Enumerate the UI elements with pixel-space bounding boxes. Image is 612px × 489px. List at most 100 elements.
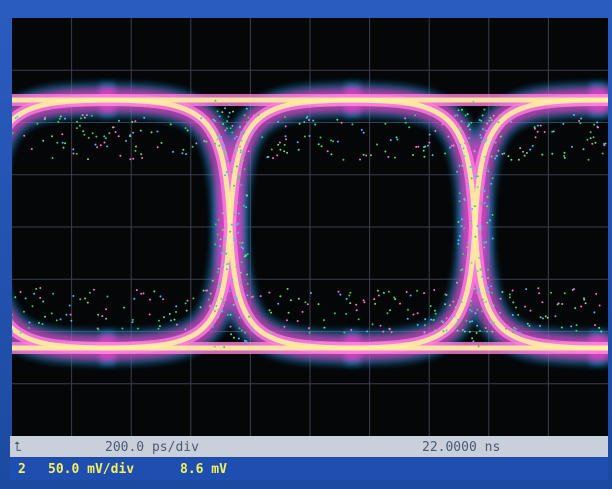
noise-dot (225, 252, 228, 255)
noise-dot (277, 143, 280, 146)
noise-dot (245, 206, 248, 209)
noise-dot (212, 308, 215, 311)
noise-dot (412, 154, 414, 156)
noise-dot (285, 319, 288, 322)
noise-dot (235, 135, 238, 138)
noise-dot (317, 303, 320, 306)
noise-dot (343, 331, 346, 334)
noise-dot (297, 148, 300, 151)
noise-dot (479, 134, 482, 136)
noise-dot (87, 158, 89, 161)
vertical-scale: 50.0 mV/div (48, 462, 135, 477)
noise-dot (510, 120, 512, 123)
noise-dot (542, 317, 544, 320)
noise-dot (486, 195, 489, 198)
noise-dot (463, 155, 466, 158)
noise-dot (360, 128, 363, 131)
noise-dot (317, 143, 320, 146)
noise-dot (114, 131, 117, 133)
noise-dot (121, 327, 124, 330)
noise-dot (105, 317, 108, 320)
noise-dot (480, 136, 483, 139)
noise-dot (87, 136, 90, 139)
noise-dot (434, 130, 437, 132)
noise-dot (246, 253, 249, 256)
noise-dot (298, 122, 301, 125)
noise-dot (480, 141, 483, 143)
noise-dot (222, 123, 225, 125)
noise-dot (224, 107, 227, 110)
noise-dot (376, 143, 378, 146)
noise-dot (499, 297, 502, 300)
noise-dot (268, 291, 271, 294)
noise-dot (412, 313, 415, 316)
noise-dot (283, 143, 286, 146)
noise-dot (468, 123, 470, 126)
noise-dot (428, 141, 431, 144)
noise-dot (221, 228, 224, 231)
noise-dot (170, 319, 172, 322)
noise-dot (240, 184, 242, 187)
noise-dot (239, 149, 242, 152)
noise-dot (470, 177, 473, 180)
noise-dot (86, 301, 89, 304)
noise-dot (491, 142, 494, 144)
noise-dot (488, 291, 491, 294)
noise-dot (304, 301, 307, 304)
noise-dot (479, 329, 481, 332)
noise-dot (379, 324, 382, 327)
noise-dot (284, 125, 287, 128)
noise-dot (216, 131, 219, 134)
noise-dot (501, 291, 504, 293)
noise-dot (252, 130, 255, 133)
noise-dot (484, 140, 487, 143)
noise-dot (61, 141, 64, 144)
noise-dot (471, 208, 474, 210)
noise-dot (233, 155, 236, 158)
noise-dot (472, 168, 475, 171)
noise-dot (227, 115, 230, 118)
noise-dot (65, 313, 68, 316)
noise-dot (534, 136, 537, 139)
noise-dot (214, 223, 217, 226)
noise-dot (117, 135, 120, 138)
noise-dot (94, 143, 97, 146)
noise-dot (444, 303, 447, 306)
noise-dot (393, 296, 396, 299)
noise-dot (252, 329, 255, 332)
noise-dot (222, 245, 225, 247)
noise-dot (453, 314, 456, 317)
noise-dot (444, 152, 446, 155)
noise-dot (259, 295, 262, 298)
noise-dot (529, 309, 532, 312)
noise-dot (536, 130, 539, 133)
noise-dot (283, 325, 286, 328)
noise-dot (85, 114, 88, 117)
noise-dot (238, 172, 241, 175)
noise-dot (508, 296, 511, 299)
noise-dot (541, 301, 544, 304)
noise-dot (604, 142, 607, 145)
noise-dot (286, 151, 289, 154)
noise-dot (242, 204, 245, 207)
noise-dot (460, 225, 463, 227)
noise-dot (323, 326, 326, 329)
noise-dot (461, 268, 464, 271)
noise-dot (459, 269, 462, 272)
noise-dot (546, 316, 549, 319)
noise-dot (484, 342, 487, 345)
noise-dot (243, 153, 246, 156)
noise-dot (497, 149, 500, 152)
noise-dot (156, 146, 159, 149)
noise-dot (247, 150, 250, 153)
noise-dot (362, 299, 365, 302)
noise-dot (257, 124, 260, 127)
noise-dot (284, 135, 287, 138)
noise-dot (467, 254, 470, 257)
noise-dot (431, 154, 434, 157)
noise-dot (554, 315, 557, 318)
noise-dot (14, 296, 17, 299)
noise-dot (135, 145, 137, 148)
noise-dot (162, 298, 165, 301)
noise-dot (270, 331, 273, 334)
